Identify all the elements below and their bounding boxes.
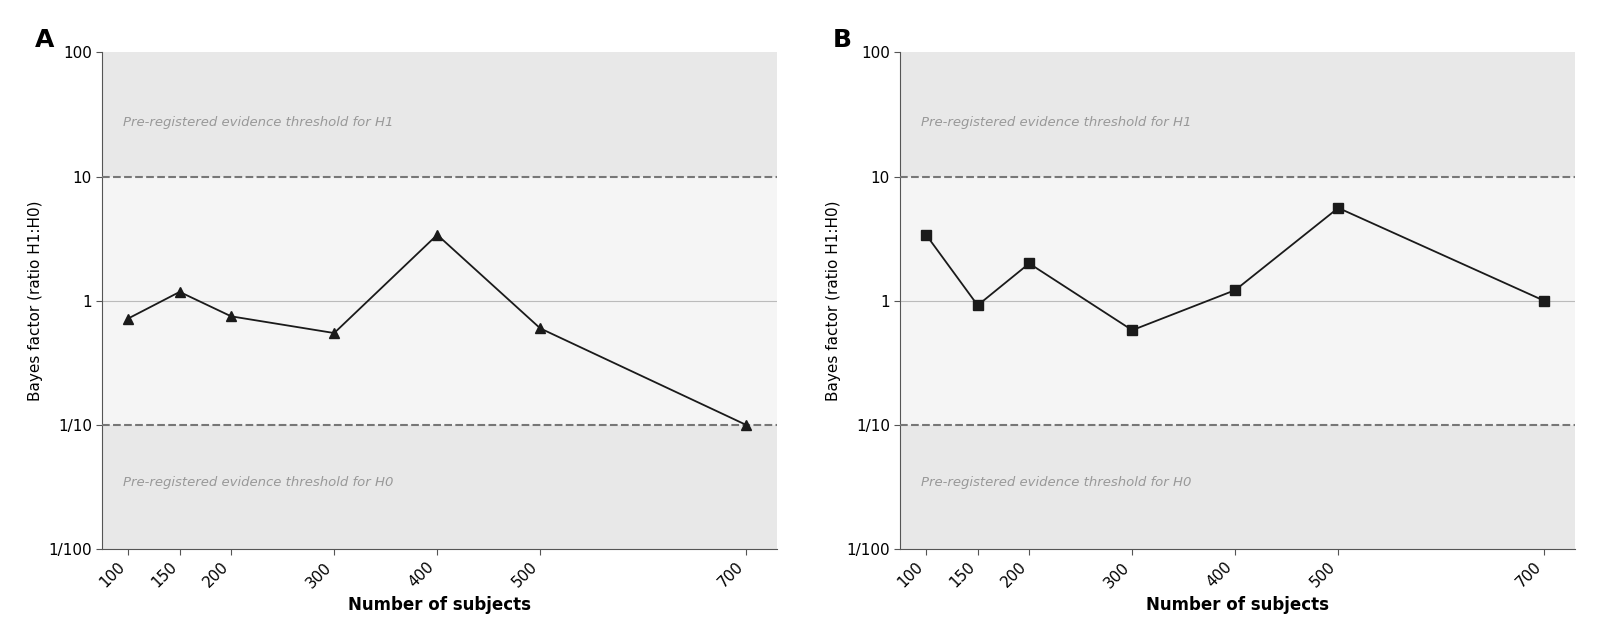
Text: B: B — [834, 28, 851, 51]
Text: Pre-registered evidence threshold for H1: Pre-registered evidence threshold for H1 — [920, 116, 1191, 128]
Text: Pre-registered evidence threshold for H0: Pre-registered evidence threshold for H0 — [920, 476, 1191, 489]
Text: Pre-registered evidence threshold for H1: Pre-registered evidence threshold for H1 — [122, 116, 393, 128]
X-axis label: Number of subjects: Number of subjects — [1146, 596, 1329, 614]
Bar — [901, 177, 1576, 425]
Y-axis label: Bayes factor (ratio H1:H0): Bayes factor (ratio H1:H0) — [27, 200, 43, 401]
Bar — [103, 177, 777, 425]
Text: Pre-registered evidence threshold for H0: Pre-registered evidence threshold for H0 — [122, 476, 393, 489]
X-axis label: Number of subjects: Number of subjects — [348, 596, 531, 614]
Text: A: A — [35, 28, 55, 51]
Y-axis label: Bayes factor (ratio H1:H0): Bayes factor (ratio H1:H0) — [826, 200, 842, 401]
